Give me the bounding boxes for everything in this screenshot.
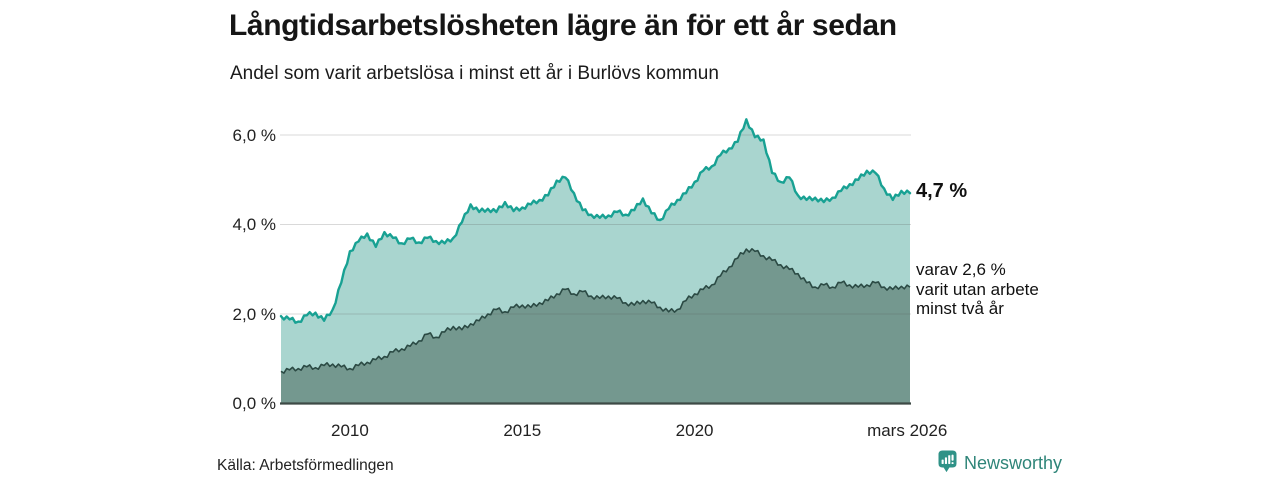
x-axis-tick-label: 2020 (675, 421, 714, 440)
y-axis-tick-label: 2,0 % (232, 304, 276, 324)
chart-subtitle: Andel som varit arbetslösa i minst ett å… (230, 63, 719, 84)
series-total-line (279, 118, 912, 324)
series-two-year-area (281, 248, 910, 404)
y-axis-tick-label: 0,0 % (232, 394, 276, 413)
newsworthy-logo[interactable]: Newsworthy (938, 450, 1062, 476)
latest-value-annotation: 4,7 % (916, 180, 968, 203)
page-title: Långtidsarbetslösheten lägre än för ett … (229, 9, 897, 42)
series-two-year-line (280, 248, 911, 374)
source-caption: Källa: Arbetsförmedlingen (217, 457, 394, 474)
newsworthy-icon (938, 450, 957, 473)
x-axis-tick-label: mars 2026 (867, 421, 948, 440)
y-axis-tick-label: 4,0 % (232, 215, 276, 234)
x-axis-tick-label: 2015 (503, 421, 542, 440)
x-axis-tick-label: 2010 (331, 421, 369, 440)
subseries-annotation-line: minst två år (916, 299, 1004, 318)
y-axis-tick-label: 6,0 % (232, 125, 276, 145)
subseries-annotation-line: varit utan arbete (916, 279, 1039, 299)
subseries-annotation: varav 2,6 % varit utan arbete minst två … (916, 260, 1039, 319)
subseries-annotation-line: varav 2,6 % (916, 260, 1006, 279)
newsworthy-wordmark: Newsworthy (964, 453, 1063, 473)
